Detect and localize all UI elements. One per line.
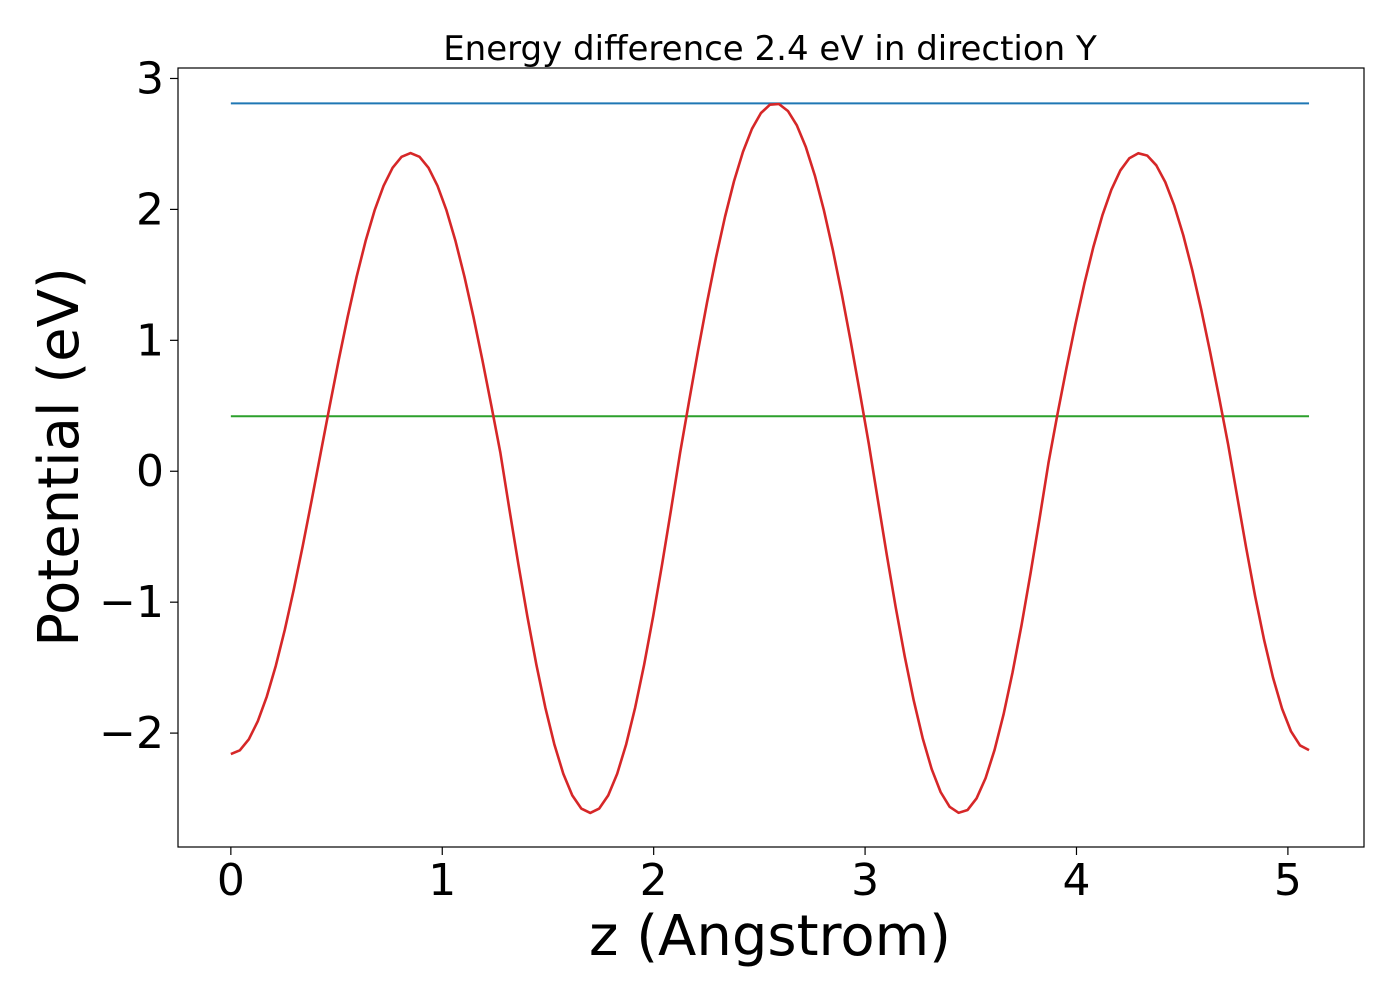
x-axis-ticks: 0 1 2 3 4 5 <box>217 847 1302 906</box>
y-tick-label: 0 <box>136 446 164 497</box>
x-tick-label: 0 <box>217 855 245 906</box>
x-tick-label: 4 <box>1062 855 1090 906</box>
x-tick-label: 2 <box>640 855 668 906</box>
x-tick-label: 3 <box>851 855 879 906</box>
y-tick-label: −2 <box>99 708 164 759</box>
y-axis-title: Potential (eV) <box>27 267 92 647</box>
chart-title: Energy difference 2.4 eV in direction Y <box>443 29 1097 69</box>
y-tick-label: 3 <box>136 53 164 104</box>
y-tick-label: −1 <box>99 577 164 628</box>
x-axis-title: z (Angstrom) <box>589 904 951 969</box>
x-tick-label: 1 <box>428 855 456 906</box>
y-axis-ticks: −2 −1 0 1 2 3 <box>99 53 178 759</box>
series-layer <box>230 102 1310 815</box>
plot-area <box>177 67 1365 848</box>
y-tick-label: 2 <box>136 184 164 235</box>
potential-curve-line <box>230 102 1310 815</box>
x-tick-label: 5 <box>1274 855 1302 906</box>
y-tick-label: 1 <box>136 315 164 366</box>
